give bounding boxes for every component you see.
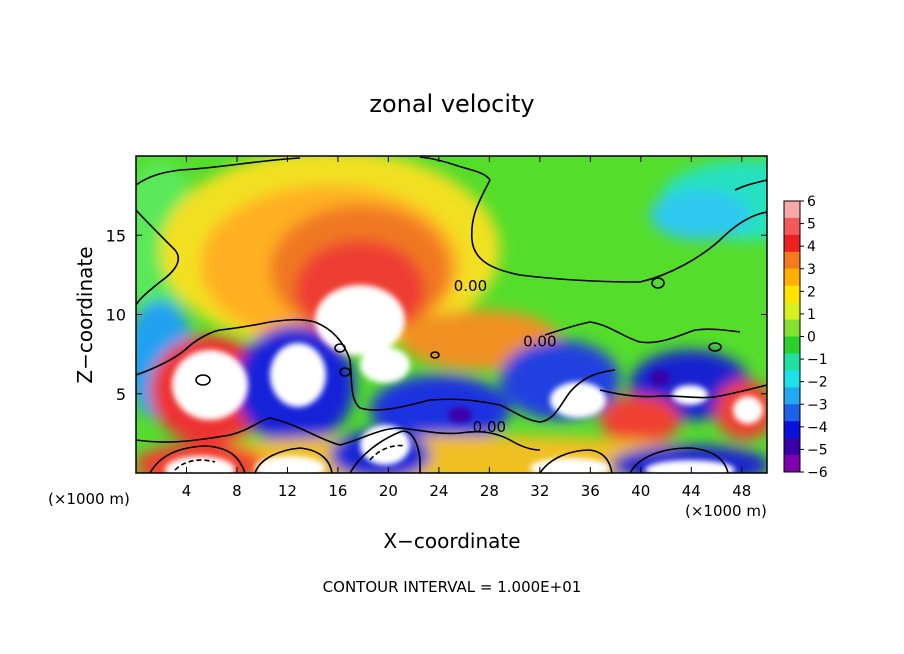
x-tick-label: 28 [480,482,499,500]
colorbar-swatch [784,455,800,473]
colorbar-swatch [784,285,800,304]
colorbar-tick-label: 2 [807,284,816,300]
y-axis: 5 10 15 [106,226,767,404]
colorbar-swatch [784,234,800,253]
x-axis-label: X−coordinate [383,529,520,553]
x-tick-label: 40 [631,482,650,500]
contour-interval-footer: CONTOUR INTERVAL = 1.000E+01 [323,578,582,596]
colorbar-swatch [784,438,800,456]
x-tick-label: 20 [379,482,398,500]
x-tick-label: 4 [182,482,192,500]
y-tick-label: 5 [116,385,126,404]
colorbar-swatch [784,217,800,236]
colorbar-swatch [784,370,800,388]
colorbar-swatch [784,404,800,422]
x-unit-label-right: (×1000 m) [685,502,767,520]
x-tick-label: 12 [278,482,297,500]
contour-label: 0.00 [454,277,487,295]
contour-label: 0.00 [473,418,506,436]
x-tick-label: 16 [328,482,347,500]
colorbar: 6 5 4 3 2 1 0 −1 −2 −3 −4 −5 −6 [783,194,828,481]
colorbar-tick-label: −2 [807,375,828,391]
colorbar-swatch [784,336,800,354]
colorbar-swatch [784,319,800,337]
colorbar-swatch [784,268,800,287]
colorbar-tick-label: 3 [807,262,816,278]
colorbar-swatch [784,353,800,371]
colorbar-tick-label: 4 [807,239,816,255]
colorbar-tick-label: 5 [807,217,816,233]
x-axis: 4 8 12 16 20 24 28 32 36 40 44 48 [182,156,751,500]
x-tick-label: 24 [429,482,448,500]
x-tick-label: 32 [530,482,549,500]
colorbar-tick-label: 1 [807,307,816,323]
colorbar-tick-label: −6 [807,465,828,481]
chart-title: zonal velocity [369,90,534,118]
x-tick-label: 44 [682,482,701,500]
contour-lines [136,156,767,473]
x-tick-label: 48 [732,482,751,500]
colorbar-swatch [784,302,800,321]
x-tick-label: 8 [232,482,242,500]
y-axis-label: Z−coordinate [73,246,97,383]
colorbar-tick-label: 0 [807,330,816,346]
colorbar-swatch [784,201,800,219]
colorbar-tick-label: −3 [807,397,828,413]
colorbar-tick-label: 6 [807,194,816,210]
heatmap-field [136,156,767,473]
colorbar-swatch [784,387,800,405]
y-tick-label: 10 [106,306,126,325]
colorbar-tick-label: −1 [807,352,828,368]
contour-label: 0.00 [523,332,556,350]
colorbar-swatch [784,421,800,439]
y-tick-label: 15 [106,226,126,245]
colorbar-tick-label: −5 [807,442,828,458]
colorbar-swatch [784,251,800,270]
x-tick-label: 36 [581,482,600,500]
contour-label-layer: 0.00 0.00 0.00 [454,277,557,436]
colorbar-tick-label: −4 [807,420,828,436]
x-unit-label-left: (×1000 m) [48,490,130,508]
